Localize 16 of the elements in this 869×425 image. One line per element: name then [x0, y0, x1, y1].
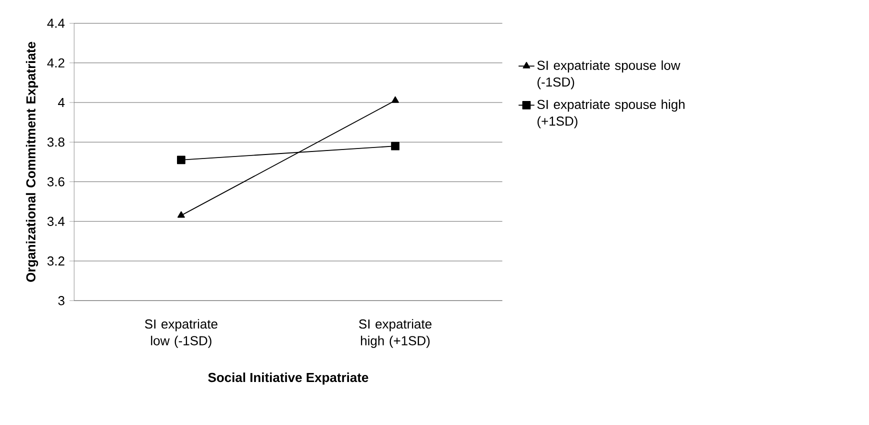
x-tick-label: SI expatriate low (-1SD) — [144, 318, 218, 348]
y-tick-label: 4 — [58, 98, 65, 107]
point — [391, 142, 400, 150]
y-tick-label: 3.6 — [47, 176, 64, 186]
y-tick-label: 3.8 — [47, 137, 64, 147]
y-tick-label: 4.2 — [47, 58, 64, 68]
legend-label: SI expatriate spouse high (+1SD) — [537, 99, 685, 128]
legend-label: SI expatriate spouse low (-1SD) — [537, 60, 680, 90]
y-tick-label: 3.4 — [47, 216, 65, 226]
y-tick-label: 4.4 — [47, 18, 65, 28]
point — [176, 156, 186, 164]
y-tick-label: 3 — [58, 296, 64, 306]
y-axis-title: Organizational Commitment Expatriate — [26, 42, 38, 282]
x-tick-label: SI expatriate high (+1SD) — [359, 318, 432, 348]
x-axis-title: Social Initiative Expatriate — [208, 372, 368, 384]
y-tick-label: 3.2 — [47, 256, 64, 266]
